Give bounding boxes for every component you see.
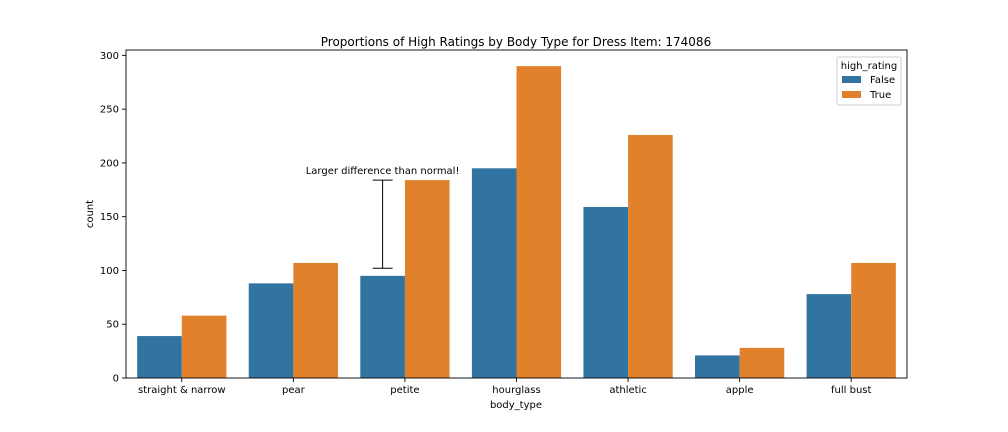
bar-false-pear: [248, 283, 294, 378]
y-axis: 0 50 100 150 200 250 300: [100, 51, 126, 385]
bar-true-apple: [739, 347, 785, 378]
legend-swatch-true: [842, 91, 861, 98]
y-tick-label: 0: [113, 374, 119, 385]
y-tick-label: 150: [100, 212, 119, 223]
y-tick-label: 50: [106, 320, 119, 331]
bars-layer: [137, 66, 896, 378]
legend-swatch-false: [842, 76, 861, 83]
plot-frame: [125, 49, 908, 379]
y-tick-label: 300: [100, 51, 119, 62]
x-tick-label-petite: petite: [390, 385, 419, 396]
legend-title: high_rating: [841, 61, 897, 72]
bar-false-hourglass: [471, 168, 517, 378]
x-axis-label: body_type: [490, 400, 542, 411]
y-tick-label: 100: [100, 266, 119, 277]
bar-false-petite: [360, 275, 405, 378]
bar-false-athletic: [583, 207, 629, 378]
x-tick-label-pear: pear: [282, 385, 306, 396]
legend: high_rating False True: [836, 56, 902, 106]
x-tick-label-full-bust: full bust: [831, 385, 871, 396]
annotation-text: Larger difference than normal!: [306, 166, 460, 177]
bar-true-straight-narrow: [181, 315, 227, 378]
bar-false-full-bust: [806, 294, 852, 378]
chart-title: Proportions of High Ratings by Body Type…: [321, 35, 711, 49]
bar-false-straight-narrow: [137, 336, 182, 378]
x-tick-label-athletic: athletic: [609, 385, 647, 396]
y-tick-label: 250: [100, 105, 119, 116]
x-tick-label-hourglass: hourglass: [492, 385, 540, 396]
y-axis-label: count: [85, 200, 96, 228]
bar-true-pear: [293, 262, 338, 378]
legend-label-false: False: [870, 75, 895, 86]
bar-true-athletic: [628, 134, 673, 378]
annotation-layer: Larger difference than normal!: [306, 166, 460, 269]
bar-false-apple: [695, 355, 740, 378]
bar-true-hourglass: [516, 66, 562, 378]
x-tick-label-apple: apple: [726, 385, 754, 396]
bar-true-full-bust: [851, 262, 896, 378]
x-axis: straight & narrow pear petite hourglass athl…: [138, 378, 871, 396]
bar-true-petite: [404, 180, 450, 378]
y-tick-label: 200: [100, 158, 119, 169]
legend-label-true: True: [869, 90, 891, 101]
x-tick-label-straight-narrow: straight & narrow: [138, 385, 226, 396]
